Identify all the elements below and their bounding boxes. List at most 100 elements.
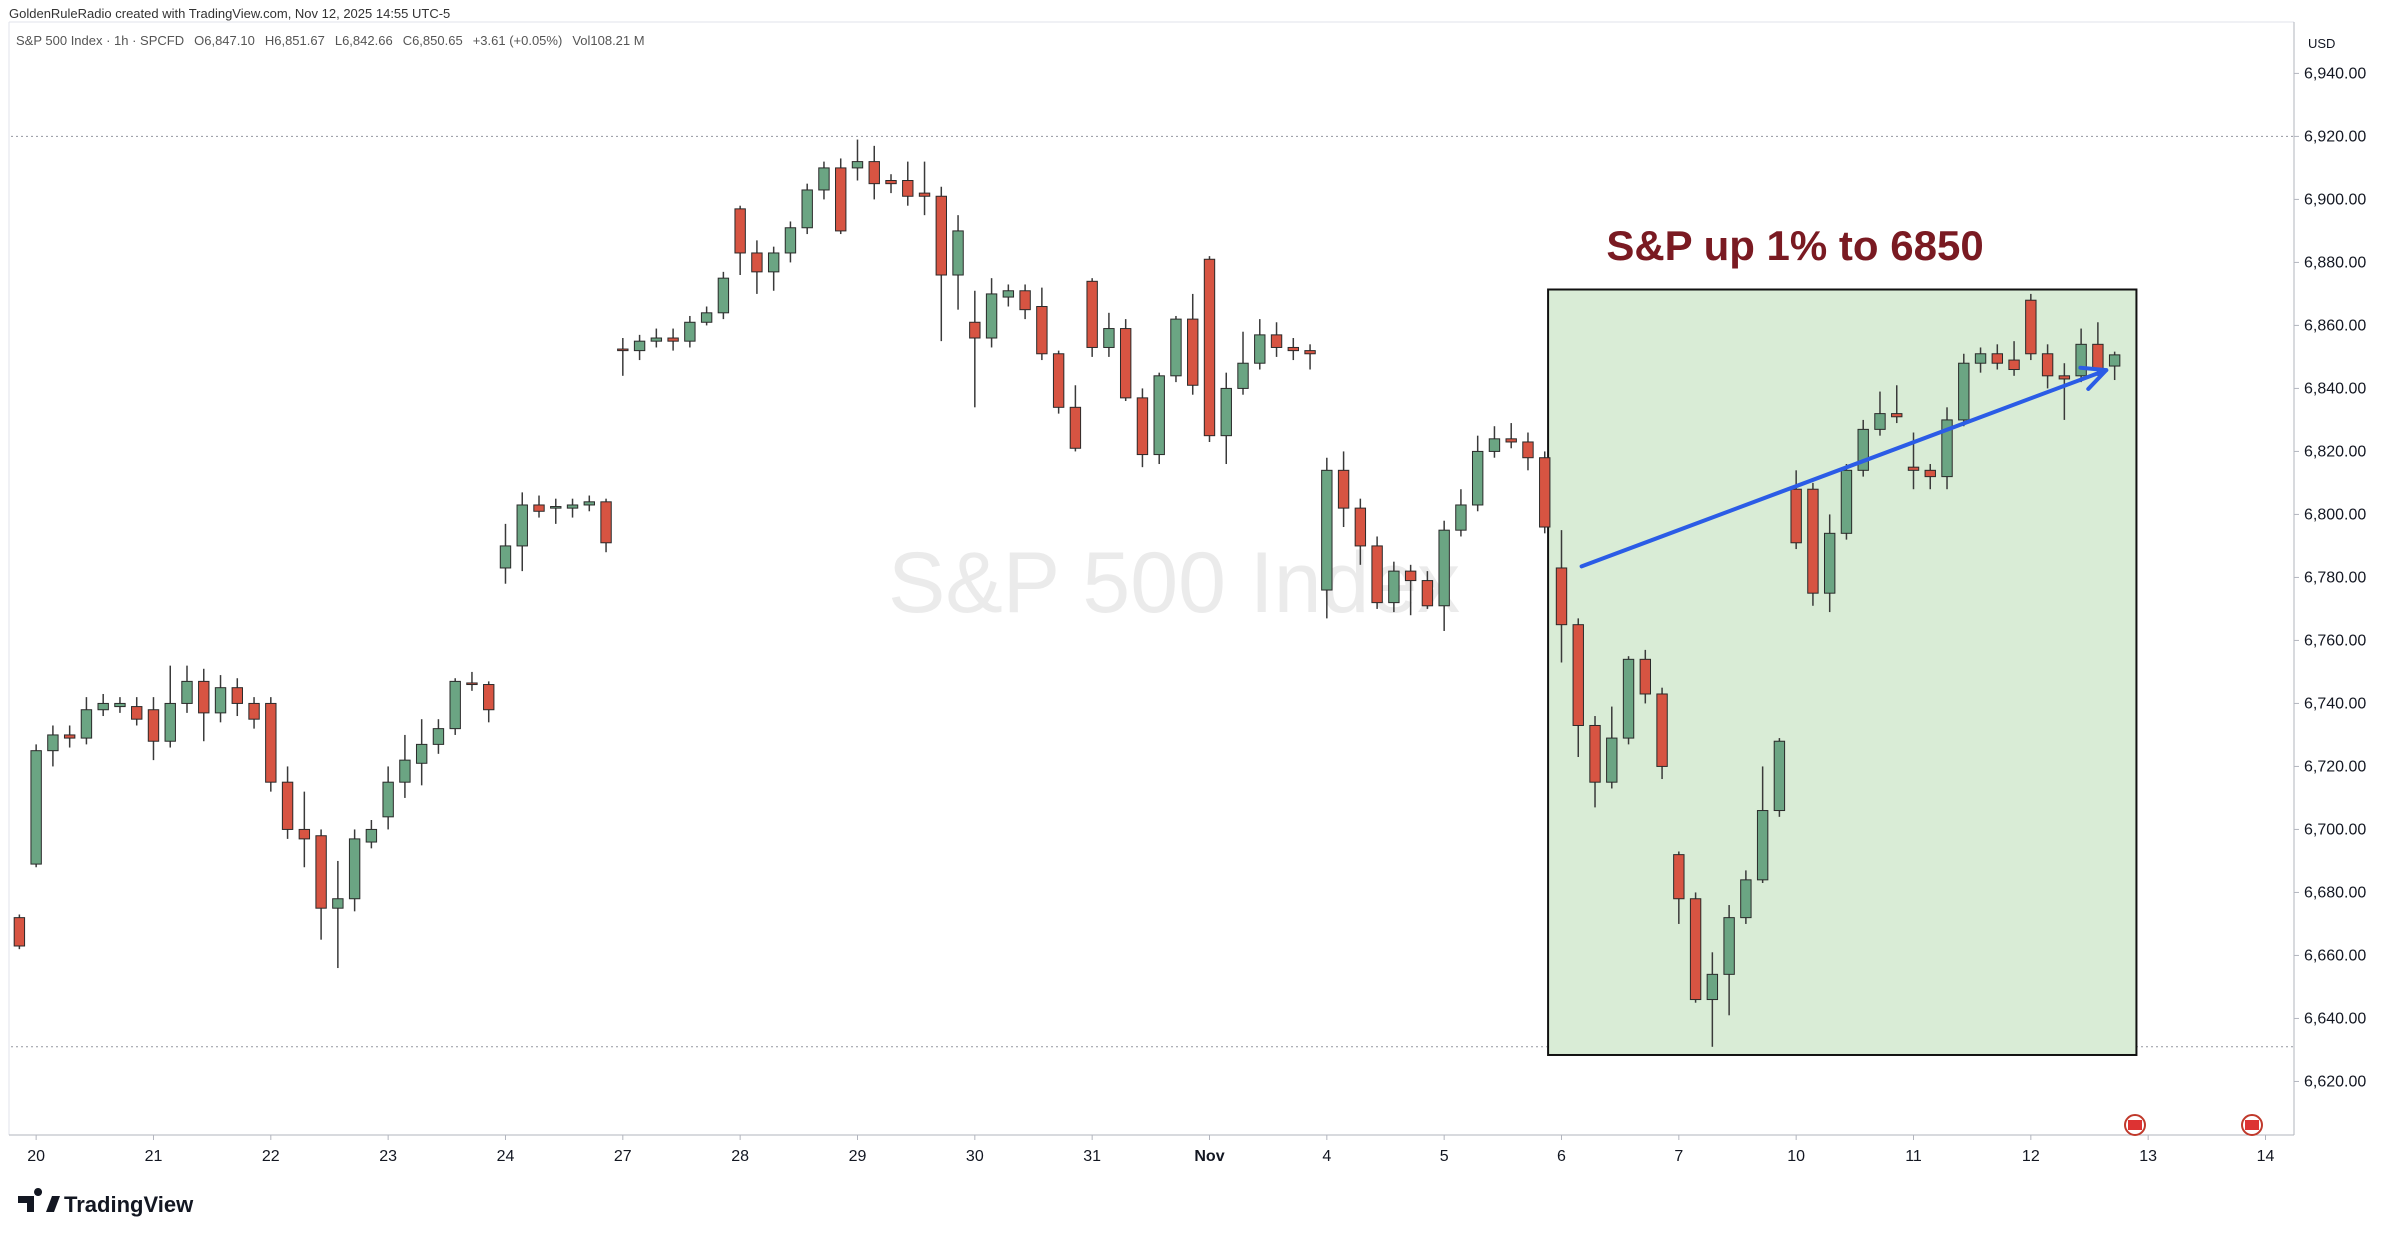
candle-body <box>667 337 679 342</box>
candle-body <box>1622 658 1635 739</box>
candle-body <box>650 337 663 342</box>
candle-body <box>2058 375 2071 380</box>
candle-body <box>281 781 294 830</box>
x-tick-label: 5 <box>1440 1148 1449 1165</box>
box-layer <box>1547 288 2138 1056</box>
legend-item: S&P 500 Index · 1h · SPCFD <box>16 33 184 48</box>
candle-body <box>1388 570 1400 604</box>
candle-body <box>1974 353 1987 364</box>
candle-body <box>1337 469 1350 509</box>
x-tick-label: 24 <box>497 1148 515 1165</box>
candle-body <box>633 340 646 352</box>
x-tick-label: 6 <box>1557 1148 1566 1165</box>
candle-body <box>985 293 998 339</box>
candle-body <box>935 195 947 276</box>
candle-body <box>2008 359 2020 371</box>
candle-body <box>1572 624 1584 726</box>
candle-body <box>885 180 897 185</box>
candle-body <box>1103 328 1115 348</box>
candle-body <box>1756 810 1769 881</box>
candle-body <box>97 702 109 711</box>
legend-item: L6,842.66 <box>335 33 393 48</box>
candle-body <box>483 684 495 711</box>
y-tick-label: 6,700.00 <box>2304 821 2366 838</box>
candle-body <box>2092 343 2104 371</box>
candle-body <box>1723 917 1735 975</box>
candle-body <box>265 702 277 783</box>
x-tick-label: 27 <box>614 1148 632 1165</box>
y-tick-label: 6,820.00 <box>2304 443 2366 460</box>
candle-body <box>1321 469 1333 591</box>
candle-body <box>684 321 696 342</box>
candle-body <box>348 838 361 900</box>
candle-body <box>784 227 797 254</box>
flag-stripes <box>2128 1120 2142 1130</box>
candle-body <box>1438 529 1450 607</box>
candle-body <box>1907 466 1920 471</box>
candle-body <box>717 277 730 314</box>
candle-body <box>164 702 176 742</box>
candle-body <box>1019 290 1031 311</box>
candle-body <box>1840 469 1853 534</box>
candle-body <box>1606 737 1618 783</box>
x-tick-label: 23 <box>379 1148 397 1165</box>
candle-body <box>365 828 378 843</box>
candle-body <box>2108 354 2121 367</box>
y-tick-label: 6,920.00 <box>2304 128 2366 145</box>
candle-body <box>952 230 964 276</box>
y-tick-label: 6,800.00 <box>2304 506 2366 523</box>
y-tick-label: 6,620.00 <box>2304 1073 2366 1090</box>
candle-body <box>1371 545 1383 604</box>
y-tick-label: 6,720.00 <box>2304 758 2366 775</box>
candle-body <box>1086 280 1098 348</box>
x-tick-label: 30 <box>966 1148 984 1165</box>
candle-body <box>1304 350 1316 355</box>
candle-body <box>382 781 394 818</box>
candle-body <box>1119 328 1132 399</box>
candle-body <box>835 167 847 232</box>
candle-body <box>1002 290 1015 298</box>
y-tick-label: 6,880.00 <box>2304 254 2366 271</box>
x-tick-label: 14 <box>2257 1148 2275 1165</box>
candle-body <box>466 682 478 686</box>
candle-body <box>1773 740 1786 812</box>
candle-body <box>1421 580 1434 607</box>
candle-body <box>214 687 227 714</box>
x-tick-label: 29 <box>849 1148 867 1165</box>
candle-body <box>1455 504 1467 531</box>
x-tick-label: 11 <box>1905 1148 1922 1165</box>
candle-body <box>1807 488 1819 594</box>
back-layer: 6,620.00 6,640.00 6,660.00 6,680.00 6,700.00… <box>8 21 2366 1165</box>
x-tick-label: 10 <box>1787 1148 1805 1165</box>
x-tick-label: 21 <box>145 1148 163 1165</box>
candle-body <box>801 189 813 229</box>
footer-logo: TradingView <box>18 1188 194 1217</box>
y-tick-label: 6,680.00 <box>2304 884 2366 901</box>
legend-item: C6,850.65 <box>403 33 463 48</box>
candle-body <box>583 501 595 506</box>
y-tick-label: 6,740.00 <box>2304 695 2366 712</box>
candle-body <box>2041 353 2054 377</box>
highlight-box <box>1547 288 2138 1056</box>
candle-body <box>1874 413 1886 430</box>
candle-body <box>1857 428 1869 471</box>
candle-body <box>499 545 512 569</box>
candle-body <box>1539 457 1551 528</box>
candle-body <box>1656 693 1668 767</box>
currency: USD <box>2308 36 2335 51</box>
candle-body <box>516 504 528 547</box>
logo-mark <box>18 1188 60 1212</box>
candle-body <box>700 312 713 323</box>
candle-body <box>617 348 629 352</box>
candle-body <box>767 252 780 273</box>
watermark: S&P 500 Index <box>888 535 1460 631</box>
candle-body <box>969 321 981 339</box>
candle-body <box>533 504 545 512</box>
arrow-head <box>2078 365 2109 391</box>
x-tick-label: 4 <box>1322 1148 1331 1165</box>
candle-body <box>198 680 210 714</box>
candle-body <box>298 828 311 840</box>
candle-body <box>1505 438 1517 443</box>
candle-body <box>30 750 42 865</box>
